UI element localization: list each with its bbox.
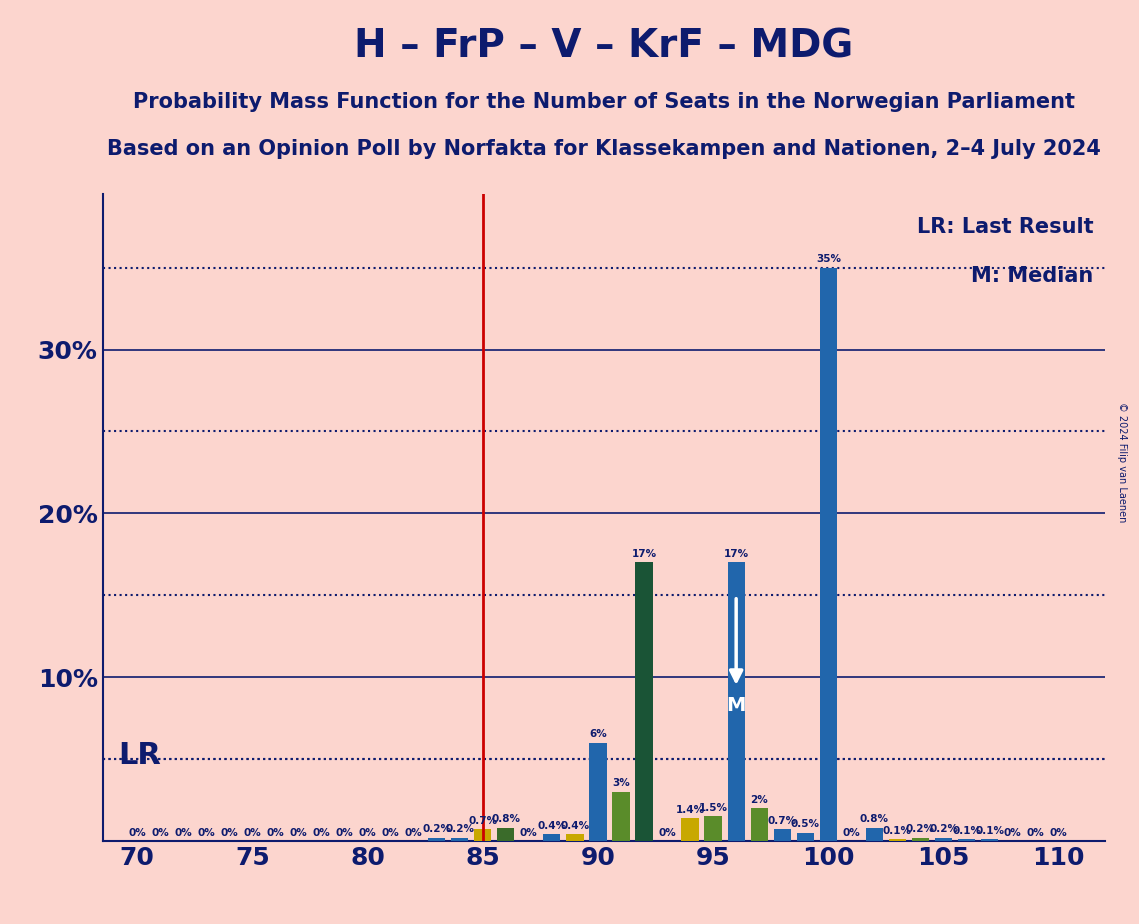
Bar	[497, 828, 515, 841]
Text: 17%: 17%	[631, 549, 656, 559]
Text: 0%: 0%	[129, 828, 146, 837]
Text: 0.7%: 0.7%	[768, 816, 797, 826]
Bar	[773, 830, 790, 841]
Text: Probability Mass Function for the Number of Seats in the Norwegian Parliament: Probability Mass Function for the Number…	[132, 92, 1075, 113]
Text: 0.1%: 0.1%	[952, 826, 981, 836]
Bar	[935, 837, 952, 841]
Text: 0%: 0%	[336, 828, 353, 837]
Bar	[820, 268, 837, 841]
Bar	[751, 808, 768, 841]
Text: 1.5%: 1.5%	[698, 803, 728, 813]
Text: LR: Last Result: LR: Last Result	[917, 217, 1093, 237]
Text: 0%: 0%	[244, 828, 261, 837]
Bar	[888, 839, 907, 841]
Bar	[912, 837, 929, 841]
Text: 0.8%: 0.8%	[860, 814, 888, 824]
Text: 0.2%: 0.2%	[929, 824, 958, 834]
Text: 0.4%: 0.4%	[560, 821, 589, 831]
Bar	[866, 828, 883, 841]
Text: 0.2%: 0.2%	[445, 824, 474, 834]
Text: 0%: 0%	[658, 828, 675, 837]
Bar	[543, 834, 560, 841]
Bar	[474, 830, 491, 841]
Text: 0%: 0%	[359, 828, 376, 837]
Text: 35%: 35%	[816, 254, 841, 264]
Bar	[428, 837, 445, 841]
Text: 0.1%: 0.1%	[883, 826, 912, 836]
Text: 0%: 0%	[289, 828, 308, 837]
Bar	[451, 837, 468, 841]
Text: 0%: 0%	[1050, 828, 1067, 837]
Text: 0.2%: 0.2%	[906, 824, 935, 834]
Text: 2%: 2%	[751, 795, 768, 805]
Text: LR: LR	[118, 741, 162, 771]
Text: 0.5%: 0.5%	[790, 820, 820, 830]
Text: © 2024 Filip van Laenen: © 2024 Filip van Laenen	[1117, 402, 1126, 522]
Text: 3%: 3%	[612, 778, 630, 788]
Text: M: Median: M: Median	[972, 266, 1093, 286]
Text: 0%: 0%	[151, 828, 169, 837]
Text: 0%: 0%	[843, 828, 860, 837]
Bar	[958, 839, 975, 841]
Bar	[589, 743, 607, 841]
Bar	[636, 563, 653, 841]
Text: 0%: 0%	[197, 828, 215, 837]
Text: M: M	[727, 696, 746, 715]
Text: 0.8%: 0.8%	[491, 814, 521, 824]
Bar	[981, 839, 998, 841]
Text: 0%: 0%	[519, 828, 538, 837]
Text: 0%: 0%	[220, 828, 238, 837]
Text: 0.7%: 0.7%	[468, 816, 498, 826]
Text: 0.4%: 0.4%	[538, 821, 566, 831]
Bar	[613, 792, 630, 841]
Bar	[728, 563, 745, 841]
Text: 0.1%: 0.1%	[975, 826, 1005, 836]
Bar	[681, 818, 698, 841]
Text: 0%: 0%	[1027, 828, 1044, 837]
Text: 6%: 6%	[589, 729, 607, 739]
Text: 0%: 0%	[267, 828, 285, 837]
Text: Based on an Opinion Poll by Norfakta for Klassekampen and Nationen, 2–4 July 202: Based on an Opinion Poll by Norfakta for…	[107, 139, 1100, 159]
Text: 17%: 17%	[723, 549, 748, 559]
Text: 0%: 0%	[382, 828, 400, 837]
Text: 0%: 0%	[404, 828, 423, 837]
Bar	[796, 833, 814, 841]
Bar	[705, 816, 722, 841]
Bar	[566, 834, 583, 841]
Text: 0%: 0%	[1003, 828, 1022, 837]
Text: 1.4%: 1.4%	[675, 805, 705, 815]
Text: 0%: 0%	[174, 828, 192, 837]
Text: 0%: 0%	[312, 828, 330, 837]
Text: 0.2%: 0.2%	[423, 824, 451, 834]
Text: H – FrP – V – KrF – MDG: H – FrP – V – KrF – MDG	[354, 28, 853, 66]
